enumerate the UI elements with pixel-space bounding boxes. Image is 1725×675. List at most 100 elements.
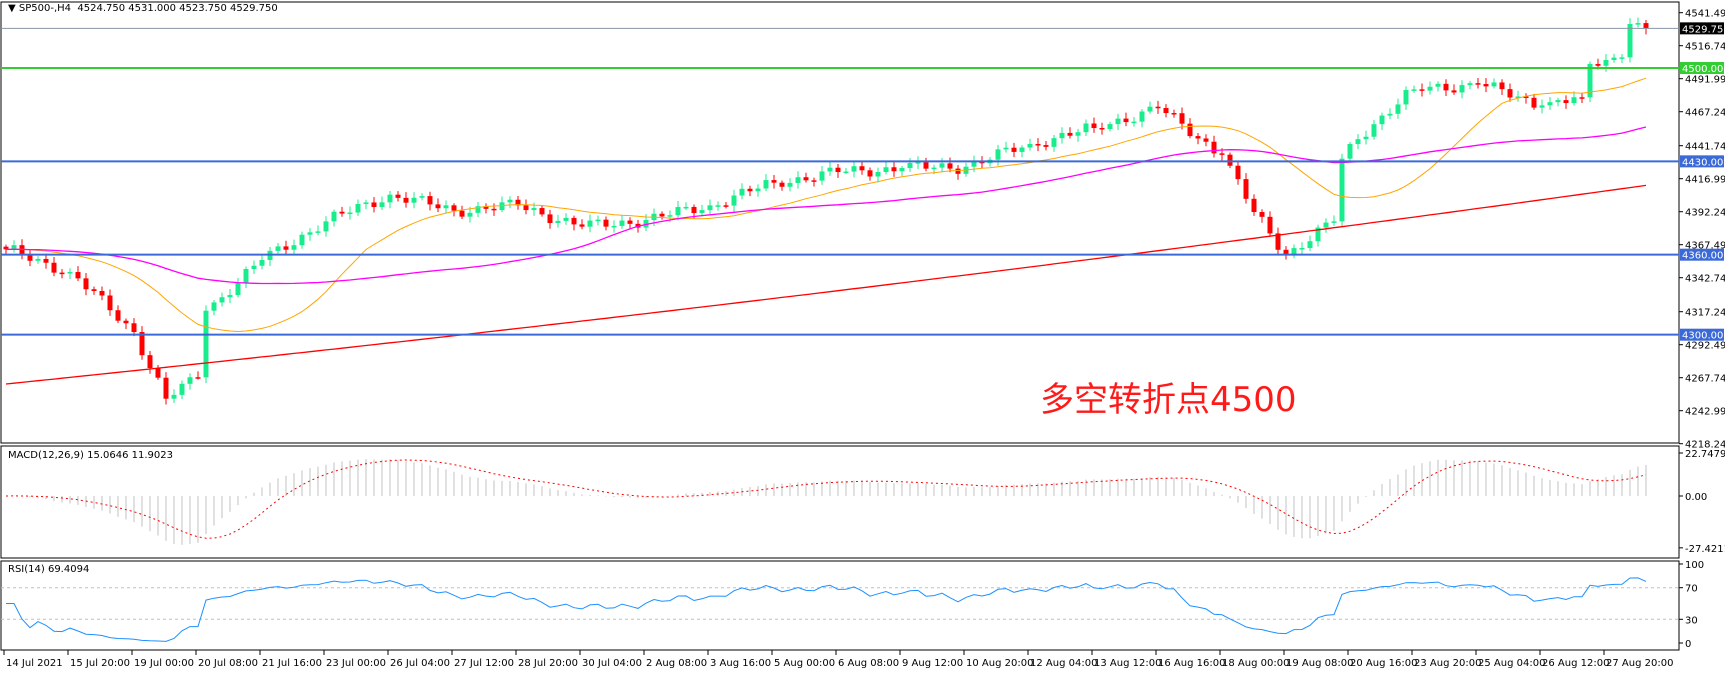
- candle: [1027, 138, 1033, 151]
- candle: [1603, 54, 1609, 72]
- candle-body: [331, 211, 337, 222]
- level-tag-4300: 4300.000: [1682, 331, 1725, 342]
- candle: [859, 160, 865, 175]
- candle-body: [1267, 216, 1273, 234]
- candle-body: [1251, 198, 1257, 213]
- candle-body: [195, 377, 201, 379]
- candle-body: [851, 166, 857, 172]
- candle-body: [731, 195, 737, 206]
- x-tick-label: 3 Aug 16:00: [710, 658, 771, 669]
- candle-body: [283, 246, 289, 250]
- candle: [1275, 227, 1281, 256]
- x-tick-label: 5 Aug 00:00: [774, 658, 835, 669]
- candle: [251, 260, 257, 274]
- candle: [1611, 53, 1617, 63]
- candle: [1323, 218, 1329, 233]
- dropdown-triangle-icon[interactable]: ▼: [8, 3, 19, 14]
- candle: [1531, 93, 1537, 110]
- y-tick-label: 4267.740: [1685, 374, 1725, 385]
- candle: [115, 305, 121, 324]
- candle-body: [3, 246, 9, 250]
- candle-body: [1011, 147, 1017, 152]
- candle: [1403, 86, 1409, 110]
- candle: [315, 225, 321, 236]
- level-tag-4360: 4360.000: [1682, 251, 1725, 262]
- candle: [179, 380, 185, 400]
- candle-body: [907, 163, 913, 169]
- candle-body: [1571, 97, 1577, 104]
- candle: [1427, 81, 1433, 95]
- x-tick-label: 23 Aug 20:00: [1414, 658, 1481, 669]
- candle: [819, 166, 825, 185]
- candle: [371, 197, 377, 213]
- candle-body: [899, 168, 905, 172]
- y-tick-label: 4317.240: [1685, 308, 1725, 319]
- candle-body: [1099, 128, 1105, 130]
- candle-body: [1635, 23, 1641, 25]
- candle: [739, 183, 745, 200]
- candle: [27, 249, 33, 267]
- candle: [579, 219, 585, 230]
- candle-body: [1291, 248, 1297, 255]
- candle-body: [1643, 23, 1649, 29]
- candle: [283, 240, 289, 256]
- candle-body: [763, 180, 769, 189]
- candle-body: [1499, 82, 1505, 90]
- candle-body: [723, 205, 729, 207]
- y-tick-label: 4491.990: [1685, 75, 1725, 86]
- candle: [211, 299, 217, 316]
- candle: [467, 206, 473, 223]
- candle: [1147, 101, 1153, 114]
- candle: [1627, 18, 1633, 63]
- candle: [195, 371, 201, 380]
- candle-body: [91, 289, 97, 291]
- candle-body: [371, 202, 377, 208]
- candle-body: [523, 205, 529, 211]
- candle: [171, 389, 177, 404]
- candle: [219, 292, 225, 307]
- candle: [1371, 119, 1377, 140]
- candle: [587, 214, 593, 233]
- candle: [771, 174, 777, 189]
- candle: [1067, 127, 1073, 139]
- candle-body: [323, 221, 329, 232]
- candle-body: [1355, 139, 1361, 145]
- candle-body: [1491, 82, 1497, 87]
- candle: [123, 318, 129, 330]
- candle: [1099, 122, 1105, 135]
- candle: [755, 184, 761, 197]
- candle: [1443, 79, 1449, 97]
- candle-body: [1387, 113, 1393, 116]
- candle-body: [1579, 97, 1585, 99]
- rsi-panel-border: [0, 560, 1680, 651]
- candle-body: [1259, 212, 1265, 217]
- candle: [803, 172, 809, 183]
- candle: [1043, 140, 1049, 151]
- candle: [1251, 194, 1257, 216]
- candle-body: [315, 231, 321, 233]
- candle-body: [27, 254, 33, 261]
- candle-body: [643, 220, 649, 228]
- x-tick-label: 2 Aug 08:00: [646, 658, 707, 669]
- candle-body: [1339, 158, 1345, 222]
- candle-body: [1299, 248, 1305, 250]
- x-tick-label: 19 Jul 00:00: [134, 658, 194, 669]
- candle: [459, 205, 465, 219]
- candle-body: [1019, 147, 1025, 152]
- candle: [1035, 138, 1041, 152]
- candle: [1515, 90, 1521, 102]
- x-tick-label: 16 Aug 16:00: [1158, 658, 1225, 669]
- candle: [75, 266, 81, 282]
- candle: [1355, 134, 1361, 150]
- candle-body: [35, 258, 41, 261]
- candle-body: [211, 302, 217, 311]
- macd-tick-label: 22.7479: [1685, 449, 1725, 460]
- candle-body: [1163, 108, 1169, 114]
- candle-body: [1107, 124, 1113, 130]
- ma-slow-line: [5, 184, 1647, 385]
- level-tag-4500: 4500.000: [1682, 64, 1725, 75]
- candle-body: [547, 214, 553, 224]
- candle-body: [499, 202, 505, 211]
